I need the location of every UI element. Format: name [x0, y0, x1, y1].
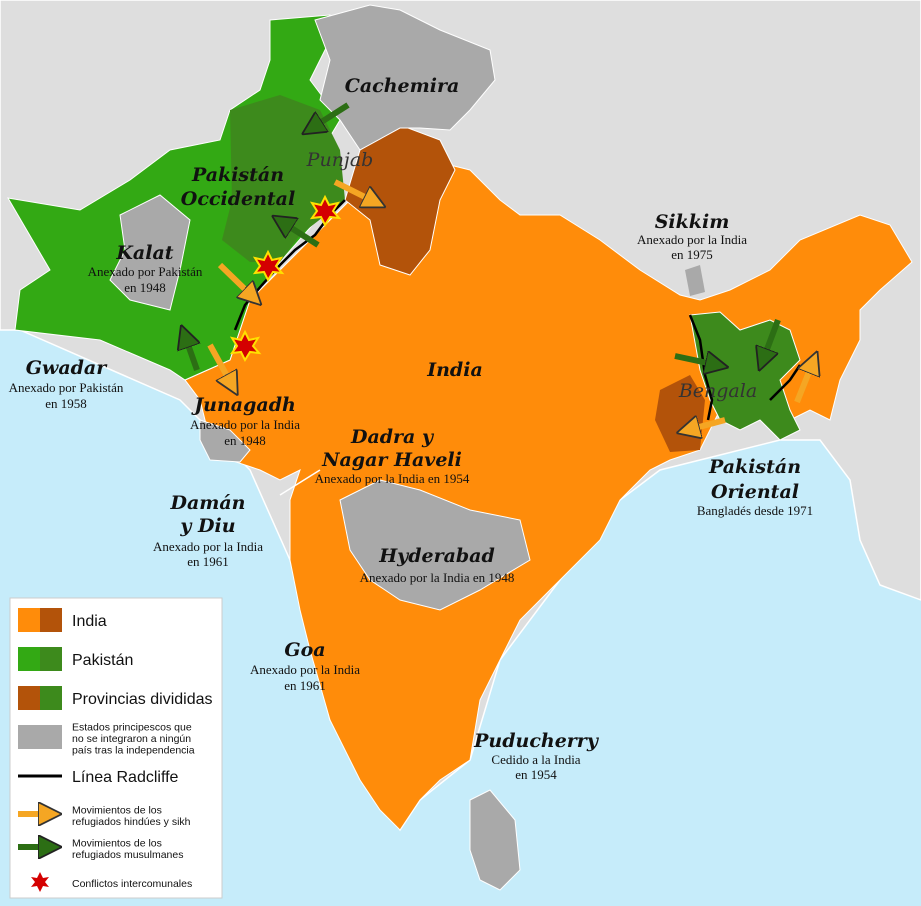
place-name: Cachemira — [345, 75, 460, 97]
legend-label: refugiados hindúes y sikh — [72, 816, 191, 828]
place-note: en 1948 — [124, 280, 166, 295]
place-name: Oriental — [711, 481, 799, 503]
place-name: Punjab — [306, 149, 374, 171]
labels: CachemiraPunjabPakistánOccidentalKalatAn… — [9, 75, 814, 782]
place-name: Hyderabad — [378, 545, 495, 567]
punjab-east — [344, 124, 456, 276]
place-note: Bangladés desde 1971 — [697, 503, 813, 518]
place-note: Anexado por la India en 1948 — [360, 570, 515, 585]
place-name: Pakistán — [708, 456, 801, 478]
place-name: Gwadar — [26, 357, 108, 379]
place-note: en 1975 — [671, 247, 713, 262]
legend-label: no se integraron a ningún — [72, 733, 191, 745]
place-note: Anexado por Pakistán — [9, 380, 124, 395]
legend-label: Estados principescos que — [72, 722, 192, 734]
place-name: Kalat — [115, 242, 173, 264]
sri-lanka — [469, 789, 521, 891]
legend: India Pakistán Provincias divididas Estados… — [72, 613, 213, 890]
legend-label: Movimientos de los — [72, 804, 162, 816]
place-note: en 1948 — [224, 433, 266, 448]
place-note: Anexado por la India — [637, 232, 747, 247]
place-note: Cedido a la India — [491, 752, 580, 767]
refugee-arrows — [185, 102, 813, 430]
place-note: Anexado por Pakistán — [88, 264, 203, 279]
legend-label: refugiados musulmanes — [72, 849, 183, 861]
place-note: en 1958 — [45, 396, 87, 411]
junagadh — [199, 419, 251, 463]
place-name: Nagar Haveli — [321, 449, 462, 471]
hyderabad — [339, 479, 531, 611]
place-name: India — [426, 359, 483, 381]
legend-label: Conflictos intercomunales — [72, 878, 192, 890]
kalat — [109, 194, 191, 311]
legend-label: India — [72, 613, 107, 630]
place-note: Anexado por la India en 1954 — [315, 471, 470, 486]
punjab-west — [222, 95, 345, 262]
place-name: Goa — [284, 639, 325, 661]
leader-line — [279, 469, 321, 496]
legend-label: Línea Radcliffe — [72, 769, 179, 786]
kashmir — [314, 4, 496, 151]
place-name: Dadra y — [350, 426, 435, 448]
bengal-east — [689, 311, 801, 441]
place-note: Anexado por la India — [153, 539, 263, 554]
sikkim — [685, 265, 705, 296]
place-note: en 1954 — [515, 767, 557, 782]
place-name: Bengala — [678, 380, 757, 402]
legend-label: Movimientos de los — [72, 837, 162, 849]
legend-label: Provincias divididas — [72, 691, 213, 708]
place-name: Occidental — [181, 188, 295, 210]
legend-label: país tras la independencia — [72, 745, 195, 757]
place-name: Pakistán — [191, 164, 284, 186]
place-note: en 1961 — [187, 554, 229, 569]
place-name: Junagadh — [191, 394, 296, 416]
place-note: Anexado por la India — [190, 417, 300, 432]
place-note: Anexado por la India — [250, 662, 360, 677]
place-name: Damán — [169, 492, 245, 514]
conflict-stars — [229, 194, 342, 363]
place-name: Sikkim — [655, 211, 730, 233]
place-name: Puducherry — [473, 730, 600, 752]
place-name: y Diu — [179, 515, 235, 537]
legend-symbols — [18, 608, 62, 892]
legend-label: Pakistán — [72, 652, 133, 669]
place-note: en 1961 — [284, 678, 326, 693]
